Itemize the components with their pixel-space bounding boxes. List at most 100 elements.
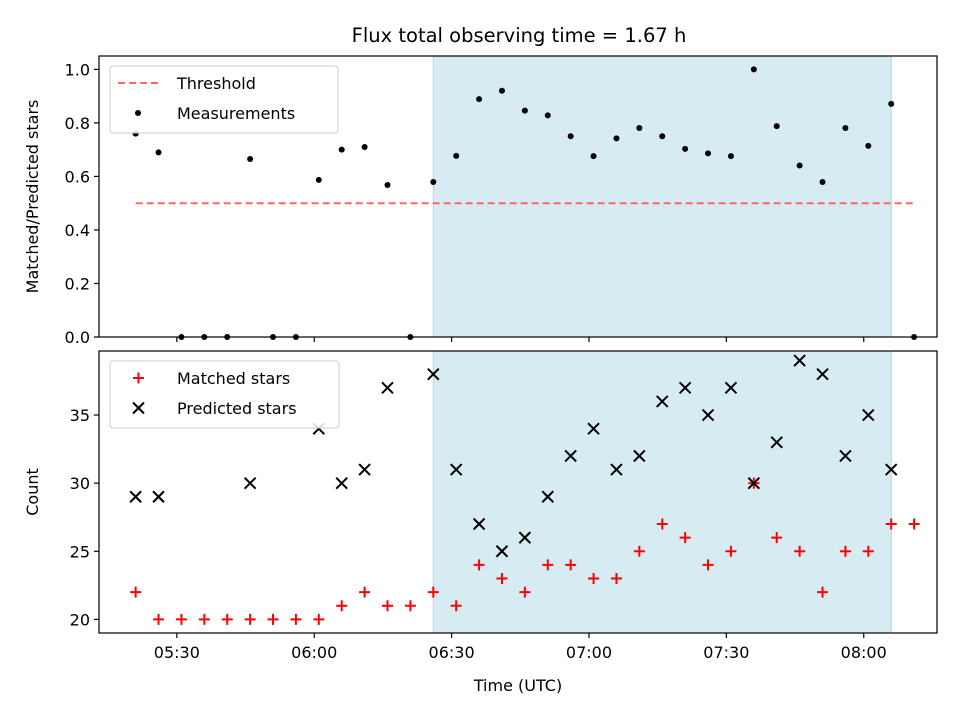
predicted-stars-point: [427, 367, 440, 381]
matched-stars-point: [404, 600, 416, 612]
matched-stars-point: [725, 545, 737, 557]
measurements-point: [498, 87, 505, 94]
matched-stars-point: [908, 518, 920, 530]
matched-stars-point: [198, 613, 210, 625]
predicted-stars-point: [335, 476, 348, 490]
measurements-point: [430, 179, 437, 186]
predicted-stars-point: [129, 490, 142, 503]
legend: Threshold Measurements: [109, 65, 339, 134]
predicted-stars-point: [724, 381, 738, 394]
predicted-stars-point: [472, 517, 486, 531]
measurements-point: [705, 150, 712, 157]
matched-stars-point: [473, 559, 485, 571]
y-tick-label: 30: [70, 474, 90, 493]
legend: Matched stars Predicted stars: [109, 360, 340, 429]
legend-label: Matched stars: [177, 369, 290, 388]
matched-stars-point: [290, 613, 302, 625]
matched-stars-point: [862, 545, 874, 557]
predicted-stars-point: [358, 463, 371, 476]
measurements-point: [636, 124, 643, 131]
legend-matched-swatch: [133, 372, 144, 384]
matched-stars-point: [153, 613, 165, 625]
y-tick-label: 1.0: [65, 60, 90, 79]
predicted-stars-point: [518, 531, 532, 544]
y-tick-label: 35: [70, 406, 90, 425]
y-tick-label: 25: [70, 542, 90, 561]
predicted-stars-point: [816, 367, 829, 381]
measurements-point: [659, 133, 666, 140]
top-panel-title: Flux total observing time = 1.67 h: [352, 24, 687, 47]
measurements-point: [750, 66, 757, 73]
measurements-point: [544, 112, 551, 119]
measurements-point: [338, 146, 345, 153]
bottom-panel: 20 25 30 35 05:30 06:00 06:30 07:00 07:30 08:00 Co…: [23, 350, 938, 695]
predicted-stars-point: [381, 381, 394, 394]
y-tick-label: 0.2: [65, 274, 90, 293]
axes-frame: [98, 350, 938, 634]
matched-stars-point: [702, 559, 714, 571]
x-tick-label: 05:30: [154, 643, 200, 662]
measurements-point: [247, 156, 254, 163]
measurements-point: [865, 142, 872, 149]
x-tick-label: 07:30: [703, 643, 749, 662]
measurements-point: [476, 96, 483, 103]
predicted-stars-point: [541, 490, 554, 503]
measurements-point: [796, 162, 803, 169]
measurements-point: [315, 176, 322, 183]
matched-stars-point: [267, 613, 279, 625]
predicted-stars-point: [495, 545, 509, 558]
measurements-point: [727, 153, 734, 160]
x-tick-label: 06:30: [429, 643, 475, 662]
measurements-point: [590, 153, 597, 160]
top-panel: 0.0 0.2 0.4 0.6 0.8 1.0 Matched/Predicted star…: [23, 55, 938, 347]
measurements-point: [361, 143, 368, 150]
matched-stars-point: [794, 545, 806, 557]
y-tick-label: 0.4: [65, 221, 90, 240]
predicted-stars-point: [152, 490, 165, 503]
matched-stars-point: [221, 613, 233, 625]
matched-stars-point: [450, 600, 462, 612]
legend-box: [109, 360, 340, 429]
matched-stars-point: [679, 532, 691, 544]
matched-stars-point: [588, 573, 600, 585]
predicted-stars-point: [587, 422, 600, 435]
measurements-point: [888, 100, 895, 107]
matched-stars-point: [244, 613, 256, 625]
matched-stars-point: [771, 532, 783, 544]
predicted-stars-point: [747, 476, 761, 490]
matched-stars-point: [633, 545, 645, 557]
matched-stars-point: [313, 613, 325, 625]
legend-label: Threshold: [176, 74, 256, 93]
predicted-stars-point: [793, 354, 806, 367]
measurements-point: [842, 124, 849, 131]
predicted-stars-point: [770, 436, 783, 449]
matched-stars-point: [359, 586, 371, 598]
legend-box: [109, 65, 339, 134]
legend-predicted-swatch: [132, 401, 145, 415]
matched-stars-point: [519, 586, 531, 598]
predicted-stars-point: [678, 381, 692, 394]
predicted-stars-point: [633, 449, 646, 463]
matched-stars-point: [610, 573, 622, 585]
y-tick-label: 20: [70, 610, 90, 629]
matched-stars-point: [381, 600, 393, 612]
x-tick-label: 06:00: [291, 643, 337, 662]
matched-stars-point: [130, 586, 142, 598]
y-tick-label: 0.8: [65, 114, 90, 133]
predicted-stars-point: [564, 449, 577, 463]
predicted-stars-point: [885, 463, 898, 476]
measurements-point: [521, 107, 528, 114]
measurements-point: [155, 149, 162, 156]
x-tick-label: 07:00: [566, 643, 612, 662]
measurements-point: [819, 179, 826, 186]
y-tick-label: 0.0: [65, 328, 90, 347]
measurements-point: [773, 123, 780, 130]
matched-stars-point: [175, 613, 187, 625]
matched-stars-point: [336, 600, 348, 612]
y-axis-label: Count: [23, 468, 42, 516]
predicted-stars-point: [610, 463, 623, 476]
predicted-stars-point: [862, 408, 875, 422]
measurements-point: [682, 145, 689, 152]
matched-stars-point: [496, 573, 508, 585]
